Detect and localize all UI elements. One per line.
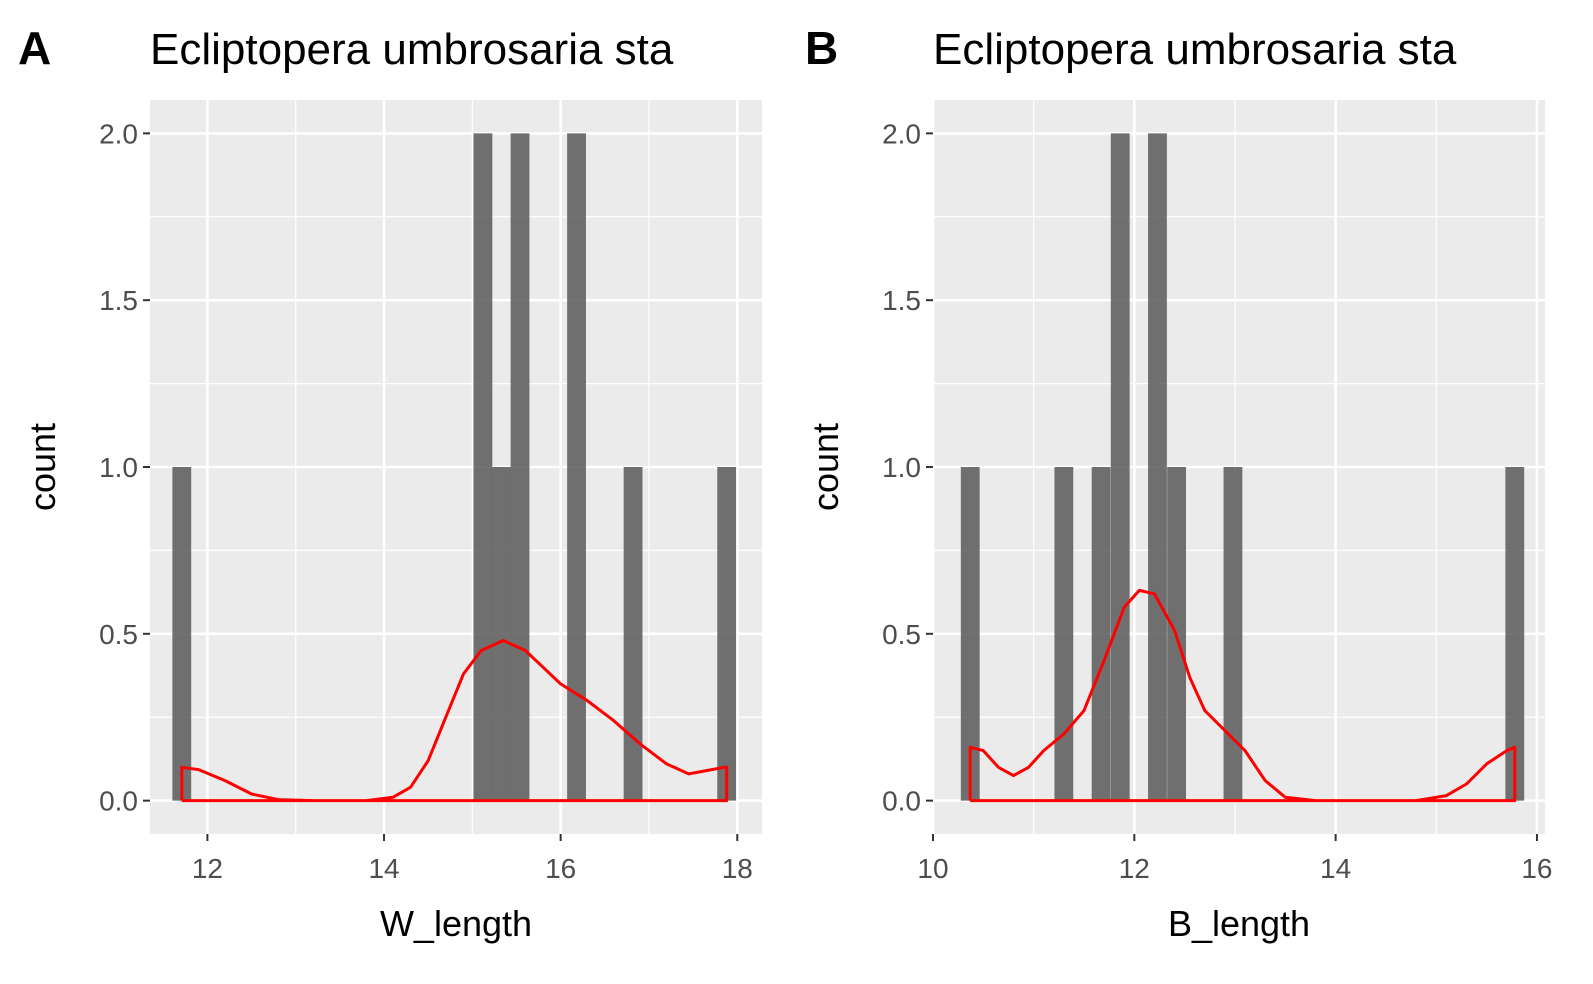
- panel-a-x-tick-label: 12: [192, 853, 223, 884]
- panel-b: 0.0 0.5 1.0 1.5 2.0 10 12 14 16 B_length count Ecli…: [805, 22, 1553, 944]
- panel-a-title-group: Ecliptopera umbrosaria sta: [150, 25, 674, 74]
- panel-b-density-curve: [968, 588, 1517, 803]
- panel-a-y-tick-label: 2.0: [99, 118, 138, 149]
- panel-b-title: Ecliptopera umbrosaria sta: [933, 25, 1457, 74]
- panel-a-density-curve: [180, 639, 729, 803]
- panel-a-histogram-bar: [623, 467, 643, 801]
- panel-b-y-axis-label: count: [805, 423, 846, 511]
- panel-a-histogram-bar: [510, 133, 530, 801]
- panel-b-x-axis-label: B_length: [1168, 903, 1310, 944]
- panel-a-tag: A: [18, 22, 51, 74]
- panel-b-histogram-bar: [1091, 467, 1111, 801]
- panel-a-x-tick-label: 18: [722, 853, 753, 884]
- panel-a-x-axis-label: W_length: [380, 903, 532, 944]
- panel-b-histogram-bar: [960, 467, 980, 801]
- panel-b-histogram-bar: [1223, 467, 1243, 801]
- panel-b-x-tick-label: 12: [1119, 853, 1150, 884]
- panel-a-y-tick-label: 0.0: [99, 786, 138, 817]
- panel-a-y-tick-label: 1.5: [99, 285, 138, 316]
- panel-b-y-tick-label: 1.5: [882, 285, 921, 316]
- panel-a-x-tick-label: 14: [368, 853, 399, 884]
- panel-b-tag: B: [805, 22, 838, 74]
- panel-b-y-tick-label: 1.0: [882, 452, 921, 483]
- panel-b-histogram-bar: [1505, 467, 1525, 801]
- panel-b-x-tick-label: 10: [917, 853, 948, 884]
- panel-b-x-tick-label: 16: [1521, 853, 1552, 884]
- panel-b-x-tick-label: 14: [1320, 853, 1351, 884]
- panel-a-title: Ecliptopera umbrosaria sta: [150, 25, 674, 74]
- panel-b-histogram-bar: [1054, 467, 1074, 801]
- panel-a-y-axis-label: count: [22, 423, 63, 511]
- panel-a-histogram-bar: [567, 133, 586, 801]
- panel-b-y-tick-label: 0.5: [882, 619, 921, 650]
- panel-b-title-group: Ecliptopera umbrosaria sta: [933, 25, 1457, 74]
- panel-a-y-tick-label: 1.0: [99, 452, 138, 483]
- panel-a-histogram-bar: [492, 467, 511, 801]
- panel-b-y-tick-label: 0.0: [882, 786, 921, 817]
- panel-a-histogram-bar: [172, 467, 192, 801]
- panel-b-histogram-bar: [1148, 133, 1167, 801]
- panel-a: 0.0 0.5 1.0 1.5 2.0 12 14 16 18 W_length count Ecli…: [18, 22, 762, 944]
- panel-a-histogram-bar: [473, 133, 493, 801]
- panel-b-y-tick-label: 2.0: [882, 118, 921, 149]
- panel-a-x-tick-label: 16: [545, 853, 576, 884]
- panel-a-histogram-bar: [717, 467, 737, 801]
- panel-a-y-tick-label: 0.5: [99, 619, 138, 650]
- panel-b-histogram-bar: [1110, 133, 1130, 801]
